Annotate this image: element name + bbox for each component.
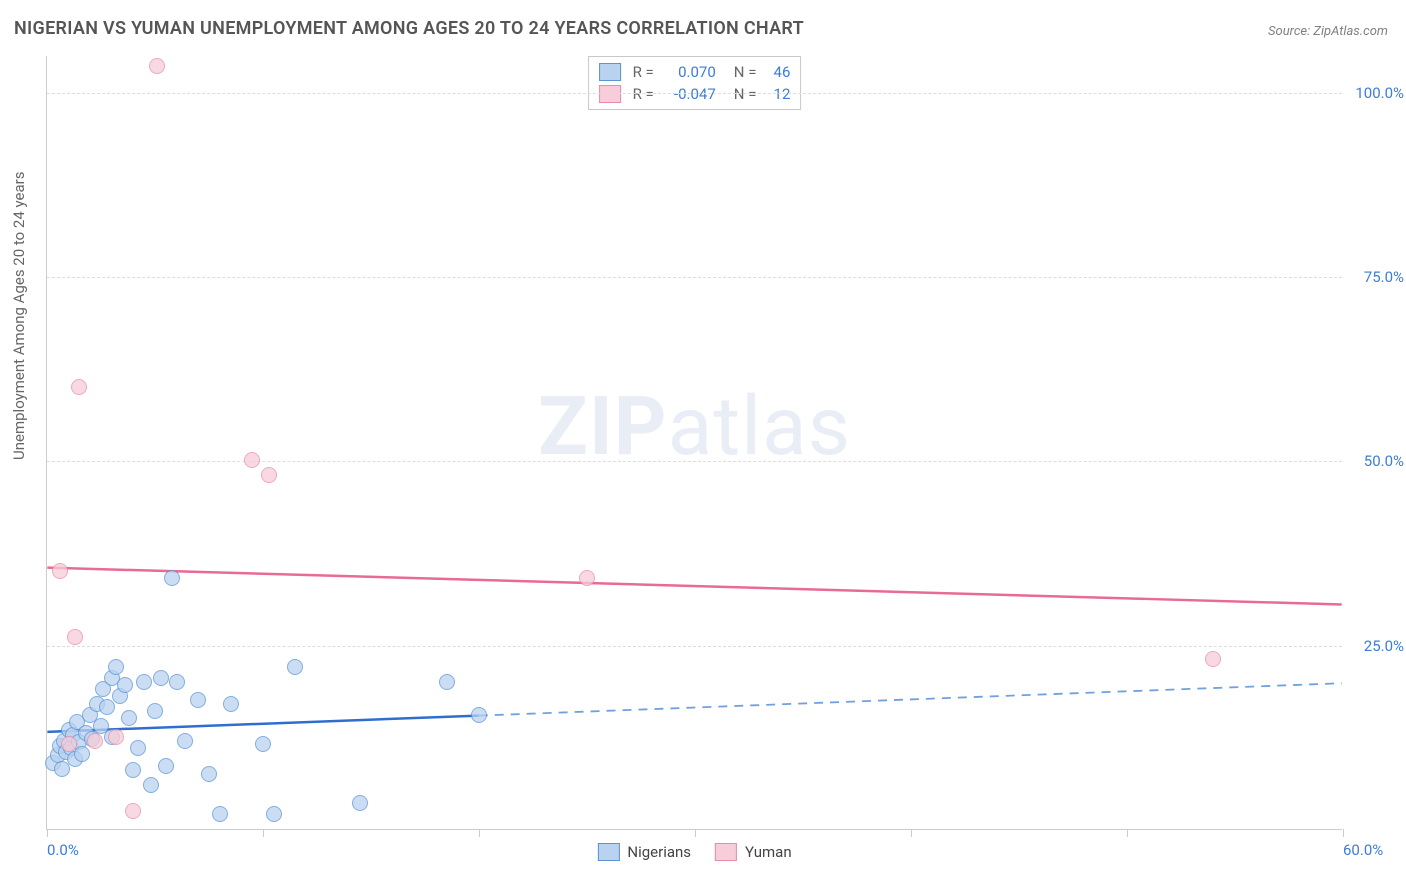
legend-correlation-row: R = 0.070 N = 46 [599,61,791,83]
legend-r-label: R = [633,85,654,103]
scatter-point-yuman [52,563,68,579]
scatter-point-yuman [261,467,277,483]
x-tick [47,829,48,837]
legend-n-value: 12 [764,85,790,103]
legend-n-label: N = [734,63,757,81]
x-tick [695,829,696,837]
x-tick-label: 0.0% [47,841,79,859]
legend-series-item: Yuman [715,843,792,861]
scatter-point-yuman [71,379,87,395]
y-axis-label: Unemployment Among Ages 20 to 24 years [10,172,28,460]
x-tick [1343,829,1344,837]
scatter-point-nigerians [125,762,141,778]
legend-series-label: Yuman [745,843,792,861]
scatter-point-nigerians [108,659,124,675]
scatter-point-yuman [125,803,141,819]
legend-r-value: 0.070 [662,63,716,81]
scatter-point-nigerians [266,806,282,822]
trend-line [479,683,1342,715]
scatter-point-nigerians [99,699,115,715]
legend-r-label: R = [633,63,654,81]
scatter-point-nigerians [287,659,303,675]
scatter-point-nigerians [190,692,206,708]
legend-n-value: 46 [764,63,790,81]
chart-plot-area: ZIPatlas R =0.070N =46R =-0.047N =12 Nig… [46,56,1342,830]
scatter-point-nigerians [136,674,152,690]
y-tick-label: 50.0% [1364,452,1404,470]
gridline [47,461,1342,462]
scatter-point-yuman [1205,651,1221,667]
legend-swatch [599,63,621,81]
legend-swatch [599,85,621,103]
scatter-point-yuman [61,736,77,752]
x-tick [479,829,480,837]
y-tick-label: 75.0% [1364,268,1404,286]
scatter-point-nigerians [121,710,137,726]
scatter-point-nigerians [143,777,159,793]
y-tick-label: 25.0% [1364,637,1404,655]
legend-n-label: N = [734,85,757,103]
scatter-point-nigerians [147,703,163,719]
scatter-point-yuman [67,629,83,645]
scatter-point-nigerians [223,696,239,712]
trend-line [47,568,1341,605]
gridline [47,93,1342,94]
chart-title: NIGERIAN VS YUMAN UNEMPLOYMENT AMONG AGE… [14,18,804,39]
legend-series-item: Nigerians [597,843,691,861]
legend-swatch [715,843,737,861]
legend-swatch [597,843,619,861]
scatter-point-yuman [244,452,260,468]
legend-series: Nigerians Yuman [597,843,791,861]
scatter-point-nigerians [74,746,90,762]
scatter-point-nigerians [164,570,180,586]
scatter-point-yuman [579,570,595,586]
legend-r-value: -0.047 [662,85,716,103]
scatter-point-nigerians [158,758,174,774]
scatter-point-nigerians [177,733,193,749]
scatter-point-nigerians [153,670,169,686]
scatter-point-nigerians [352,795,368,811]
scatter-point-nigerians [130,740,146,756]
x-tick [911,829,912,837]
scatter-point-nigerians [212,806,228,822]
x-tick [263,829,264,837]
source-label: Source: ZipAtlas.com [1268,24,1388,39]
scatter-point-yuman [87,733,103,749]
trend-lines-svg [47,56,1342,829]
legend-series-label: Nigerians [627,843,691,861]
x-tick-label: 60.0% [1343,841,1404,859]
x-tick [1127,829,1128,837]
scatter-point-nigerians [117,677,133,693]
scatter-point-nigerians [169,674,185,690]
scatter-point-nigerians [439,674,455,690]
scatter-point-nigerians [471,707,487,723]
gridline [47,646,1342,647]
legend-correlation-box: R = 0.070 N = 46 R = -0.047 N = 12 [588,56,802,110]
legend-correlation-row: R = -0.047 N = 12 [599,83,791,105]
scatter-point-nigerians [201,766,217,782]
scatter-point-yuman [108,729,124,745]
gridline [47,277,1342,278]
scatter-point-yuman [149,58,165,74]
y-tick-label: 100.0% [1355,84,1404,102]
scatter-point-nigerians [255,736,271,752]
